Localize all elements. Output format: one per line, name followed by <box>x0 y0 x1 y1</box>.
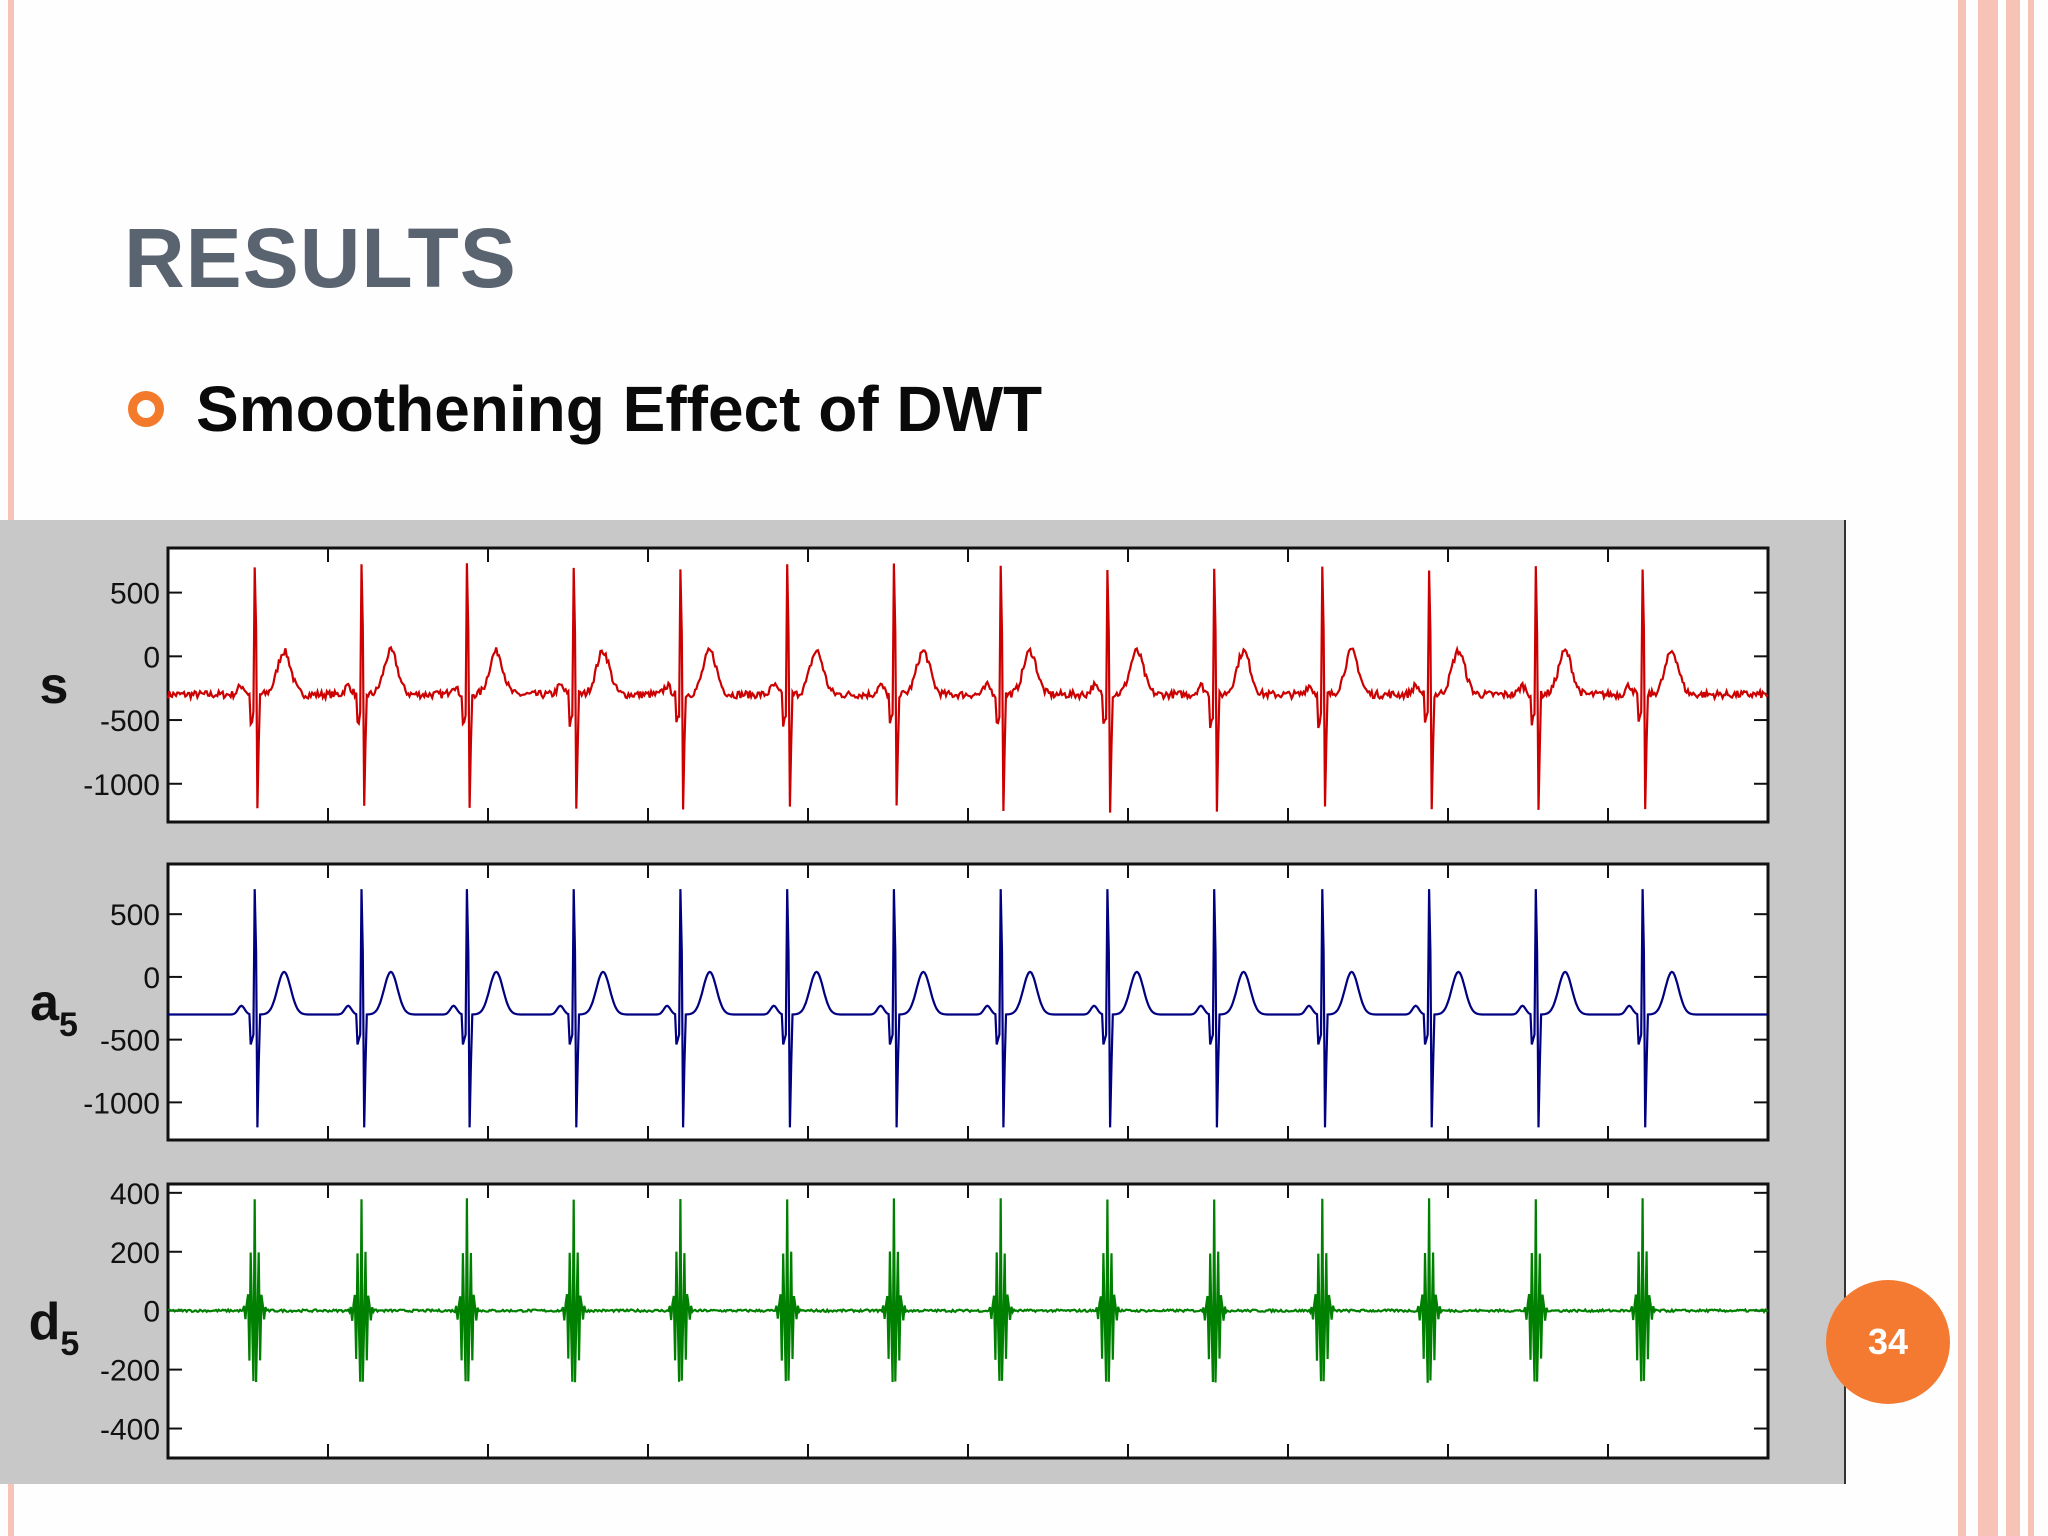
series-line-a5 <box>168 889 1768 1128</box>
y-tick-label: 0 <box>143 962 160 995</box>
y-tick-label: -200 <box>100 1355 160 1388</box>
slide-title: RESULTS <box>124 211 517 305</box>
dwt-plots: 500 0 -500 -1000 s 500 0 -500 -1000 a5 400 200 0 -200… <box>29 546 1770 1460</box>
y-tick-label: -1000 <box>83 769 160 802</box>
y-tick-label: 500 <box>110 899 160 932</box>
y-axis-label: s <box>40 657 69 715</box>
series-line-s <box>166 563 1769 813</box>
dwt-figure: 500 0 -500 -1000 s 500 0 -500 -1000 a5 400 200 0 -200… <box>0 520 1846 1484</box>
bullet-item: Smoothening Effect of DWT <box>128 372 1042 446</box>
plot-area-a5 <box>166 862 1770 1142</box>
y-axis-label: a5 <box>30 974 78 1044</box>
right-border-line-1 <box>1958 0 1966 1536</box>
plot-area-s <box>166 546 1770 824</box>
series-line-d5 <box>167 1198 1769 1383</box>
bullet-text: Smoothening Effect of DWT <box>196 373 1043 445</box>
right-border-band <box>1978 0 1998 1536</box>
y-tick-label: 500 <box>110 578 160 611</box>
y-tick-label: 0 <box>143 641 160 674</box>
bullet-ring-icon <box>128 391 164 427</box>
y-axis-label: d5 <box>29 1293 80 1363</box>
y-tick-label: 200 <box>110 1237 160 1270</box>
y-tick-label: -500 <box>100 1025 160 1058</box>
y-tick-label: 400 <box>110 1178 160 1211</box>
right-border-line-3 <box>2028 0 2034 1536</box>
y-tick-label: -400 <box>100 1414 160 1447</box>
y-tick-label: 0 <box>143 1296 160 1329</box>
y-tick-label: -500 <box>100 705 160 738</box>
right-border-line-2 <box>2006 0 2020 1536</box>
plot-area-d5 <box>166 1182 1770 1460</box>
slide-number-badge: 34 <box>1826 1280 1950 1404</box>
y-tick-label: -1000 <box>83 1087 160 1120</box>
